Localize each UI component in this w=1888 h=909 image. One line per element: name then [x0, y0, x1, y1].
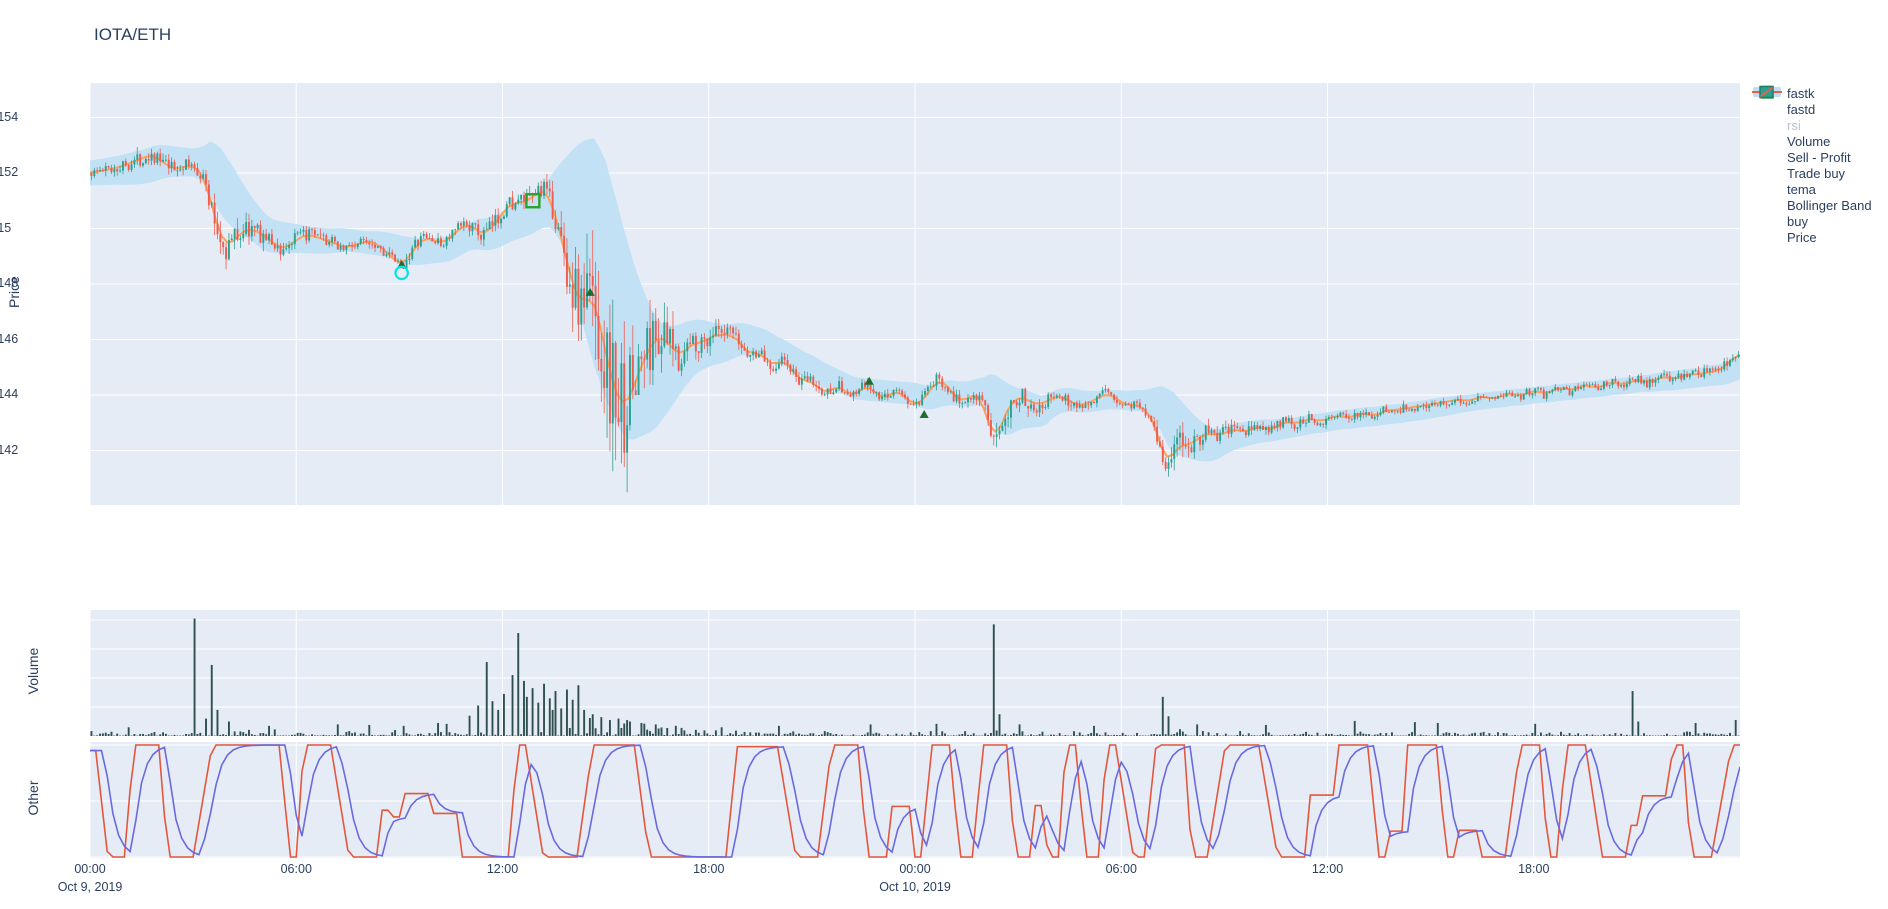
- x-date-label: Oct 10, 2019: [879, 880, 951, 894]
- trade-markers: [394, 193, 929, 419]
- buy-marker: [585, 287, 595, 296]
- legend-item-trade-buy[interactable]: Trade buy: [1752, 85, 1872, 182]
- tema-line: [90, 155, 1740, 458]
- price-tick-label: 0.00146: [0, 331, 19, 346]
- volume-tick-label: 10k: [0, 699, 43, 713]
- x-tick-label: 00:00: [899, 862, 931, 876]
- volume-bars: [90, 618, 1740, 736]
- legend-item-label: Trade buy: [1787, 166, 1846, 182]
- fastd-line: [90, 744, 1740, 858]
- other-tick-label: 100: [0, 737, 43, 751]
- legend-item-label: Bollinger Band: [1787, 198, 1872, 214]
- legend-item-tema[interactable]: tema: [1752, 90, 1872, 198]
- chart-title: IOTA/ETH: [94, 25, 172, 44]
- legend-item-label: Volume: [1787, 133, 1831, 149]
- legend-item-label: tema: [1787, 182, 1816, 198]
- price-tick-label: 0.00152: [0, 165, 19, 179]
- other-tick-label: 50: [0, 793, 43, 807]
- x-tick-label: 06:00: [1105, 862, 1137, 876]
- legend-item-price[interactable]: Price: [1752, 85, 1872, 246]
- fastk-line: [90, 744, 1740, 858]
- buy-marker: [864, 376, 874, 385]
- x-tick-label: 06:00: [280, 862, 312, 876]
- legend-item-buy[interactable]: buy: [1752, 87, 1872, 230]
- price-tick-label: 0.00148: [0, 276, 19, 290]
- x-tick-label: 00:00: [74, 862, 106, 876]
- legend-item-label: buy: [1787, 214, 1808, 230]
- legend-item-fastd[interactable]: fastd: [1752, 90, 1872, 117]
- legend-item-label: fastd: [1787, 101, 1816, 117]
- x-tick-label: 12:00: [1311, 862, 1344, 876]
- legend-item-volume[interactable]: Volume: [1752, 86, 1872, 149]
- x-date-label: Oct 9, 2019: [57, 880, 123, 894]
- price-tick-label: 0.00154: [0, 109, 19, 124]
- candles-up: [93, 147, 1740, 493]
- bollinger-band-area: [90, 138, 1740, 462]
- x-tick-label: 18:00: [693, 862, 725, 876]
- trade-buy-marker: [394, 265, 409, 281]
- legend-item-label: Sell - Profit: [1787, 149, 1851, 165]
- price-tick-label: 0.0015: [0, 220, 12, 235]
- legend-item-bollinger-band[interactable]: Bollinger Band: [1752, 87, 1872, 214]
- legend-item-label: Price: [1787, 230, 1817, 246]
- legend: fastk fastd rsi Volume Sell - Profit Trade bu…: [1752, 85, 1872, 246]
- volume-tick-label: 40k: [0, 612, 43, 626]
- volume-tick-label: 20k: [0, 670, 43, 684]
- sell-profit-marker: [525, 193, 541, 209]
- other-tick-label: 0: [0, 849, 43, 863]
- buy-marker: [919, 410, 929, 419]
- x-tick-label: 12:00: [486, 862, 519, 876]
- price-tick-label: 0.00142: [0, 442, 19, 457]
- x-tick-label: 18:00: [1518, 862, 1550, 876]
- legend-item-sell-profit[interactable]: Sell - Profit: [1752, 85, 1872, 165]
- candles-down: [90, 148, 1729, 472]
- legend-item-rsi[interactable]: rsi: [1752, 90, 1872, 133]
- legend-item-label: rsi: [1787, 117, 1801, 133]
- volume-tick-label: 30k: [0, 641, 43, 655]
- legend-item-label: fastk: [1787, 85, 1815, 101]
- price-tick-label: 0.00144: [0, 387, 19, 401]
